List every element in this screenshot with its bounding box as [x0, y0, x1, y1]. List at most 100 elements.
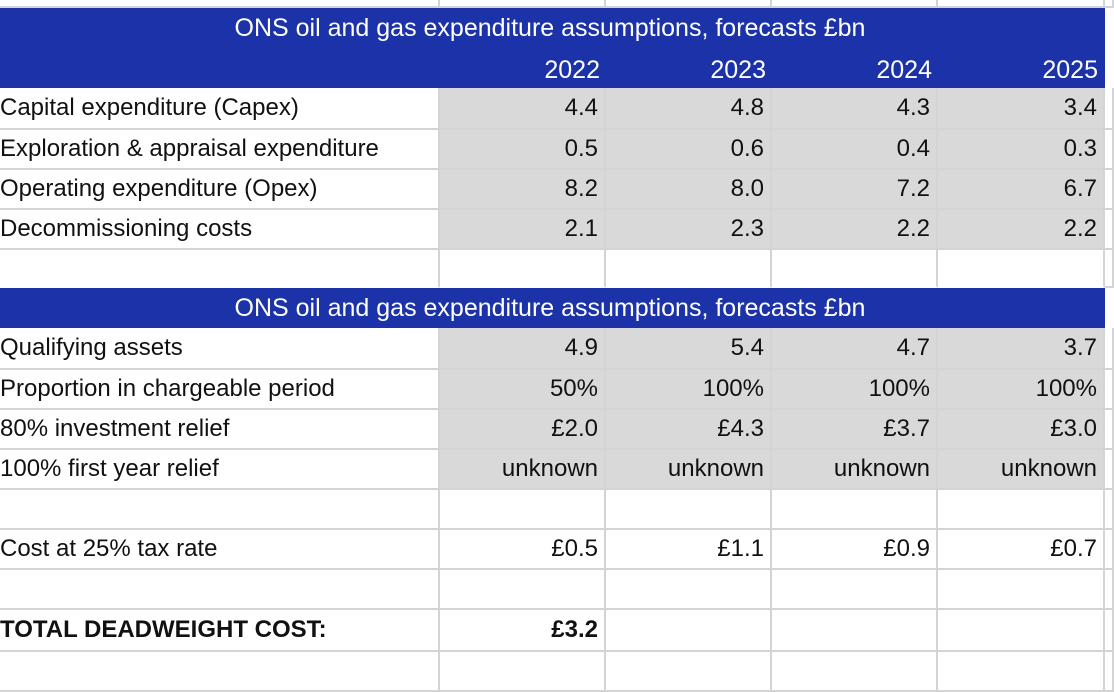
row-label[interactable]: Exploration & appraisal expenditure	[0, 130, 440, 170]
table2-header-band: ONS oil and gas expenditure assumptions,…	[0, 288, 1105, 328]
cell[interactable]	[1105, 490, 1114, 530]
row-label[interactable]: Cost at 25% tax rate	[0, 530, 440, 570]
cell[interactable]	[772, 570, 938, 610]
cell[interactable]	[440, 0, 606, 8]
value-cell[interactable]: 4.9	[440, 328, 606, 370]
cell[interactable]	[772, 610, 938, 652]
value-cell[interactable]: unknown	[772, 450, 938, 490]
cell[interactable]	[0, 652, 440, 692]
value-cell[interactable]: 100%	[938, 370, 1105, 410]
total-value[interactable]: £3.2	[440, 610, 606, 652]
row-label[interactable]: Decommissioning costs	[0, 210, 440, 250]
value-cell[interactable]: 50%	[440, 370, 606, 410]
cell[interactable]	[938, 0, 1105, 8]
cell[interactable]	[1105, 250, 1114, 288]
cell[interactable]	[0, 0, 440, 8]
value-cell[interactable]: 3.4	[938, 88, 1105, 130]
year-header-2025[interactable]: 2025	[1042, 56, 1098, 84]
value-cell[interactable]: 5.4	[606, 328, 772, 370]
cell[interactable]	[1105, 652, 1114, 692]
total-label[interactable]: TOTAL DEADWEIGHT COST:	[0, 610, 440, 652]
cell[interactable]	[1105, 88, 1114, 130]
cell[interactable]	[606, 250, 772, 288]
value-cell[interactable]: £1.1	[606, 530, 772, 570]
cell[interactable]	[1105, 530, 1114, 570]
cell[interactable]	[938, 250, 1105, 288]
value-cell[interactable]: 8.2	[440, 170, 606, 210]
cell[interactable]	[1105, 370, 1114, 410]
year-header-2024[interactable]: 2024	[876, 56, 932, 84]
cell[interactable]	[440, 490, 606, 530]
cell[interactable]	[1105, 328, 1114, 370]
value-cell[interactable]: £3.7	[772, 410, 938, 450]
value-cell[interactable]: 2.3	[606, 210, 772, 250]
cell[interactable]	[1105, 210, 1114, 250]
table2-title[interactable]: ONS oil and gas expenditure assumptions,…	[234, 294, 866, 322]
value-cell[interactable]: unknown	[606, 450, 772, 490]
value-cell[interactable]: 0.6	[606, 130, 772, 170]
table-row-cost: Cost at 25% tax rate £0.5 £1.1 £0.9 £0.7	[0, 530, 1114, 570]
cell[interactable]	[606, 652, 772, 692]
year-header-2022[interactable]: 2022	[544, 56, 600, 84]
year-header-2023[interactable]: 2023	[710, 56, 766, 84]
cell[interactable]	[1105, 450, 1114, 490]
cell[interactable]	[938, 570, 1105, 610]
cell[interactable]	[1105, 610, 1114, 652]
cell[interactable]	[938, 610, 1105, 652]
cell[interactable]	[1105, 570, 1114, 610]
value-cell[interactable]: unknown	[440, 450, 606, 490]
row-label[interactable]: Qualifying assets	[0, 328, 440, 370]
value-cell[interactable]: £3.0	[938, 410, 1105, 450]
value-cell[interactable]: 2.2	[772, 210, 938, 250]
cell[interactable]	[1105, 410, 1114, 450]
value-cell[interactable]: 4.8	[606, 88, 772, 130]
value-cell[interactable]: 0.4	[772, 130, 938, 170]
cell[interactable]	[0, 490, 440, 530]
cell[interactable]	[938, 652, 1105, 692]
row-label[interactable]: 80% investment relief	[0, 410, 440, 450]
row-label[interactable]: Proportion in chargeable period	[0, 370, 440, 410]
value-cell[interactable]: 4.3	[772, 88, 938, 130]
value-cell[interactable]: 7.2	[772, 170, 938, 210]
value-cell[interactable]: 4.4	[440, 88, 606, 130]
sheet-row-blank-top	[0, 0, 1114, 8]
value-cell[interactable]: 100%	[606, 370, 772, 410]
cell[interactable]	[772, 652, 938, 692]
row-label[interactable]: 100% first year relief	[0, 450, 440, 490]
cell[interactable]	[772, 490, 938, 530]
cell[interactable]	[606, 490, 772, 530]
value-cell[interactable]: 8.0	[606, 170, 772, 210]
cell[interactable]	[0, 250, 440, 288]
cell[interactable]	[1105, 130, 1114, 170]
value-cell[interactable]: unknown	[938, 450, 1105, 490]
value-cell[interactable]: 100%	[772, 370, 938, 410]
cell[interactable]	[440, 652, 606, 692]
value-cell[interactable]: £2.0	[440, 410, 606, 450]
value-cell[interactable]: 2.2	[938, 210, 1105, 250]
sheet-row-blank	[0, 250, 1114, 288]
value-cell[interactable]: 2.1	[440, 210, 606, 250]
value-cell[interactable]: 0.5	[440, 130, 606, 170]
cell[interactable]	[606, 0, 772, 8]
cell[interactable]	[772, 250, 938, 288]
cell[interactable]	[606, 570, 772, 610]
cell[interactable]	[606, 610, 772, 652]
cell[interactable]	[440, 570, 606, 610]
row-label[interactable]: Operating expenditure (Opex)	[0, 170, 440, 210]
table1-title[interactable]: ONS oil and gas expenditure assumptions,…	[234, 14, 866, 42]
value-cell[interactable]: 0.3	[938, 130, 1105, 170]
cell[interactable]	[938, 490, 1105, 530]
value-cell[interactable]: 6.7	[938, 170, 1105, 210]
value-cell[interactable]: £0.5	[440, 530, 606, 570]
cell[interactable]	[440, 250, 606, 288]
cell[interactable]	[1105, 170, 1114, 210]
cell[interactable]	[772, 0, 938, 8]
cell[interactable]	[0, 570, 440, 610]
value-cell[interactable]: £0.7	[938, 530, 1105, 570]
value-cell[interactable]: £0.9	[772, 530, 938, 570]
value-cell[interactable]: £4.3	[606, 410, 772, 450]
value-cell[interactable]: 3.7	[938, 328, 1105, 370]
value-cell[interactable]: 4.7	[772, 328, 938, 370]
row-label[interactable]: Capital expenditure (Capex)	[0, 88, 440, 130]
cell[interactable]	[1105, 0, 1114, 8]
